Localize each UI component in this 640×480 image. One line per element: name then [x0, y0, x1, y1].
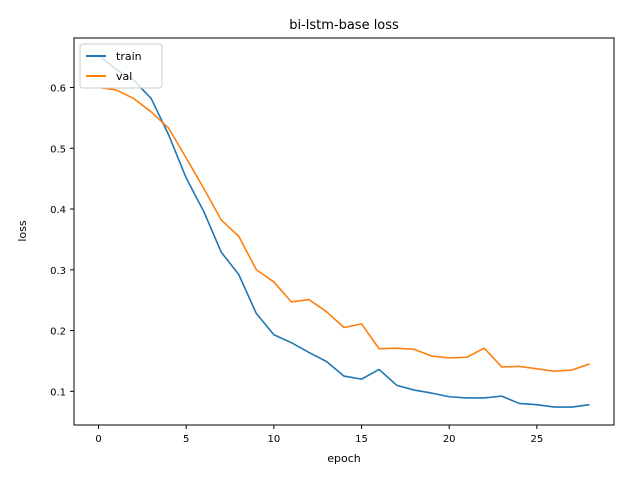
x-axis: 0 5 10 15 20 25 [95, 425, 543, 445]
plot-frame [73, 37, 615, 426]
x-tick-label: 10 [268, 434, 281, 445]
series-line-train [98, 54, 590, 408]
series-lines [98, 54, 590, 408]
legend-label-train: train [116, 50, 142, 63]
y-axis: 0.1 0.2 0.3 0.4 0.5 0.6 [50, 84, 74, 398]
series-line-val [98, 86, 590, 373]
x-tick-label: 20 [443, 434, 456, 445]
x-tick-label: 0 [95, 434, 101, 445]
chart-title: bi-lstm-base loss [289, 18, 399, 33]
x-axis-label: epoch [327, 452, 361, 465]
x-tick-label: 15 [355, 434, 368, 445]
x-tick-label: 25 [530, 434, 543, 445]
y-tick-label: 0.6 [50, 84, 66, 95]
y-tick-label: 0.1 [50, 387, 66, 398]
y-tick-label: 0.2 [50, 327, 66, 338]
y-tick-label: 0.4 [50, 205, 66, 216]
y-axis-label: loss [16, 220, 29, 242]
legend: train val [79, 43, 163, 89]
y-tick-label: 0.3 [50, 266, 66, 277]
legend-label-val: val [116, 70, 132, 83]
x-tick-label: 5 [183, 434, 189, 445]
y-tick-label: 0.5 [50, 144, 66, 155]
